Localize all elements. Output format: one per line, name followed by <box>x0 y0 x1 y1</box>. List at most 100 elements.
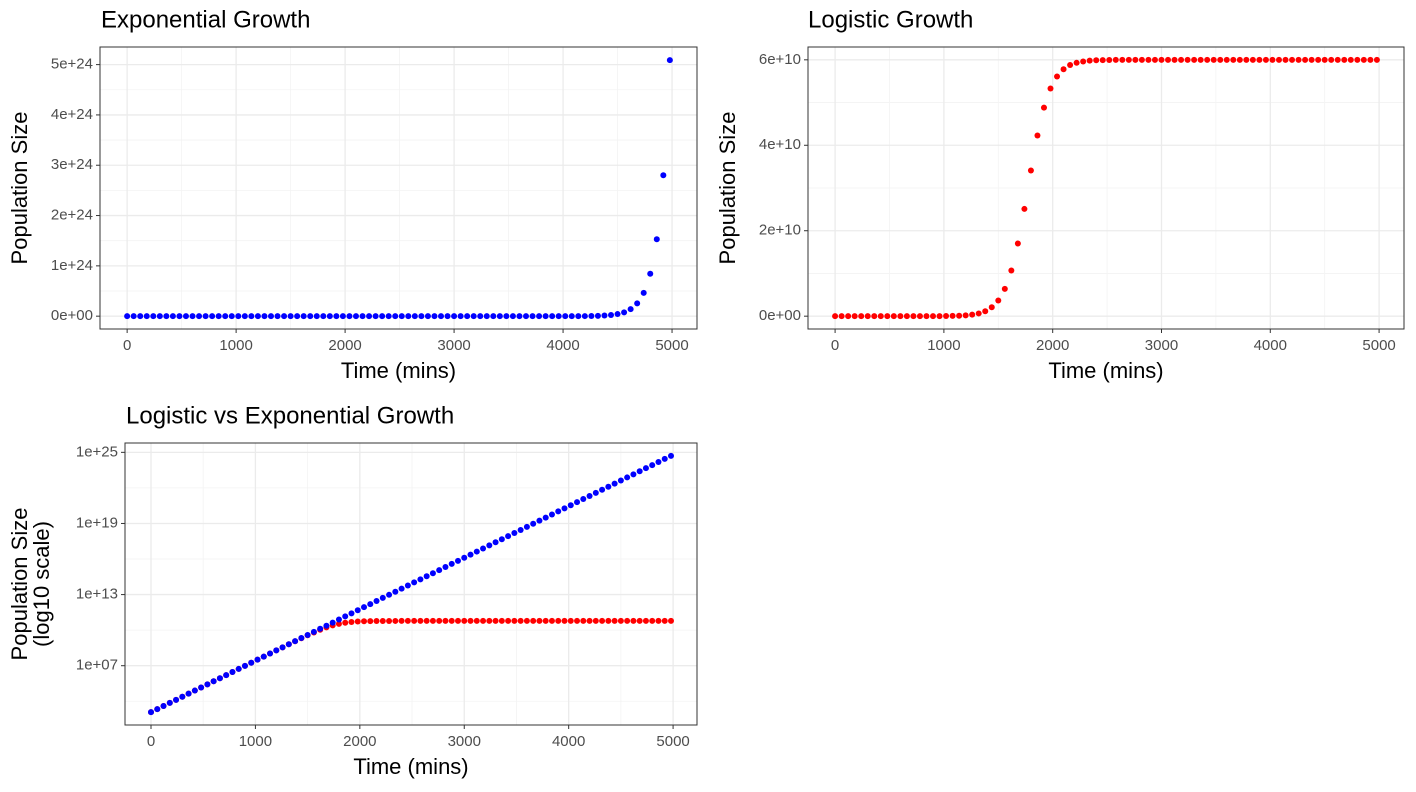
point <box>1165 56 1172 63</box>
y-tick-label: 2e+10 <box>759 222 801 239</box>
point <box>969 311 976 318</box>
point <box>660 172 667 179</box>
point <box>313 313 320 320</box>
point <box>1262 56 1269 63</box>
point <box>588 312 595 319</box>
point <box>348 618 355 625</box>
point <box>1341 56 1348 63</box>
point <box>367 601 374 608</box>
x-tick-label: 3000 <box>437 337 470 354</box>
point <box>668 452 674 459</box>
point <box>897 313 904 320</box>
point <box>279 644 286 651</box>
point <box>561 617 568 624</box>
point <box>511 617 518 624</box>
point <box>505 533 512 540</box>
point <box>1282 56 1289 63</box>
point <box>137 313 144 320</box>
point <box>248 313 255 320</box>
y-tick-label: 4e+24 <box>51 106 93 123</box>
point <box>461 554 468 561</box>
point <box>655 617 662 624</box>
point <box>448 560 455 567</box>
point <box>386 591 393 598</box>
point <box>150 313 157 320</box>
point <box>975 310 982 317</box>
point <box>480 545 487 552</box>
point <box>621 309 628 316</box>
point <box>480 617 487 624</box>
point <box>916 313 923 320</box>
point <box>274 313 281 320</box>
point <box>605 617 612 624</box>
point <box>1289 56 1296 63</box>
point <box>661 617 668 624</box>
point <box>884 313 891 320</box>
point <box>1158 56 1165 63</box>
x-tick-label: 0 <box>123 337 131 354</box>
point <box>379 313 386 320</box>
point <box>1040 104 1047 111</box>
point <box>209 313 216 320</box>
point <box>442 617 449 624</box>
point <box>1197 56 1204 63</box>
panel-border <box>99 46 698 330</box>
x-axis-title: Time (mins) <box>1048 358 1163 383</box>
point <box>832 313 839 320</box>
point <box>1295 56 1302 63</box>
x-tick-label: 1000 <box>239 733 272 750</box>
point <box>166 699 173 706</box>
point <box>517 526 524 533</box>
y-axis-title: Population Size <box>7 508 32 661</box>
point <box>339 313 346 320</box>
point <box>143 313 150 320</box>
point <box>1204 56 1211 63</box>
point <box>1034 132 1041 139</box>
point <box>1054 73 1061 80</box>
point <box>1308 56 1315 63</box>
point <box>910 313 917 320</box>
point <box>260 653 267 660</box>
point <box>1119 56 1126 63</box>
point <box>642 617 649 624</box>
point <box>503 313 510 320</box>
point <box>605 483 612 490</box>
point <box>454 557 461 564</box>
point <box>943 313 950 320</box>
panel: 0 1000 2000 3000 4000 5000 0e+00 2e+10 4e+10 6e+1… <box>715 6 1405 383</box>
point <box>858 313 865 320</box>
point <box>555 617 562 624</box>
point <box>451 313 458 320</box>
point <box>182 313 189 320</box>
point <box>189 313 196 320</box>
point <box>1047 85 1054 92</box>
point <box>1217 56 1224 63</box>
point <box>592 489 599 496</box>
point <box>580 496 587 503</box>
point <box>156 313 163 320</box>
point <box>956 312 963 319</box>
point <box>169 313 176 320</box>
point <box>530 520 537 527</box>
point <box>599 617 606 624</box>
point <box>611 480 618 487</box>
x-tick-label: 1000 <box>927 337 960 354</box>
point <box>574 499 581 506</box>
point <box>1178 56 1185 63</box>
point <box>392 313 399 320</box>
point <box>542 617 549 624</box>
point <box>492 617 499 624</box>
point <box>248 659 255 666</box>
point <box>1106 56 1113 63</box>
y-tick-label: 3e+24 <box>51 156 93 173</box>
point <box>1236 56 1243 63</box>
point <box>477 313 484 320</box>
point <box>523 523 530 530</box>
y-tick-label: 1e+13 <box>76 586 118 603</box>
point <box>1138 56 1145 63</box>
point <box>536 313 543 320</box>
point <box>486 542 493 549</box>
point <box>287 313 294 320</box>
point <box>222 313 229 320</box>
point <box>467 551 474 558</box>
